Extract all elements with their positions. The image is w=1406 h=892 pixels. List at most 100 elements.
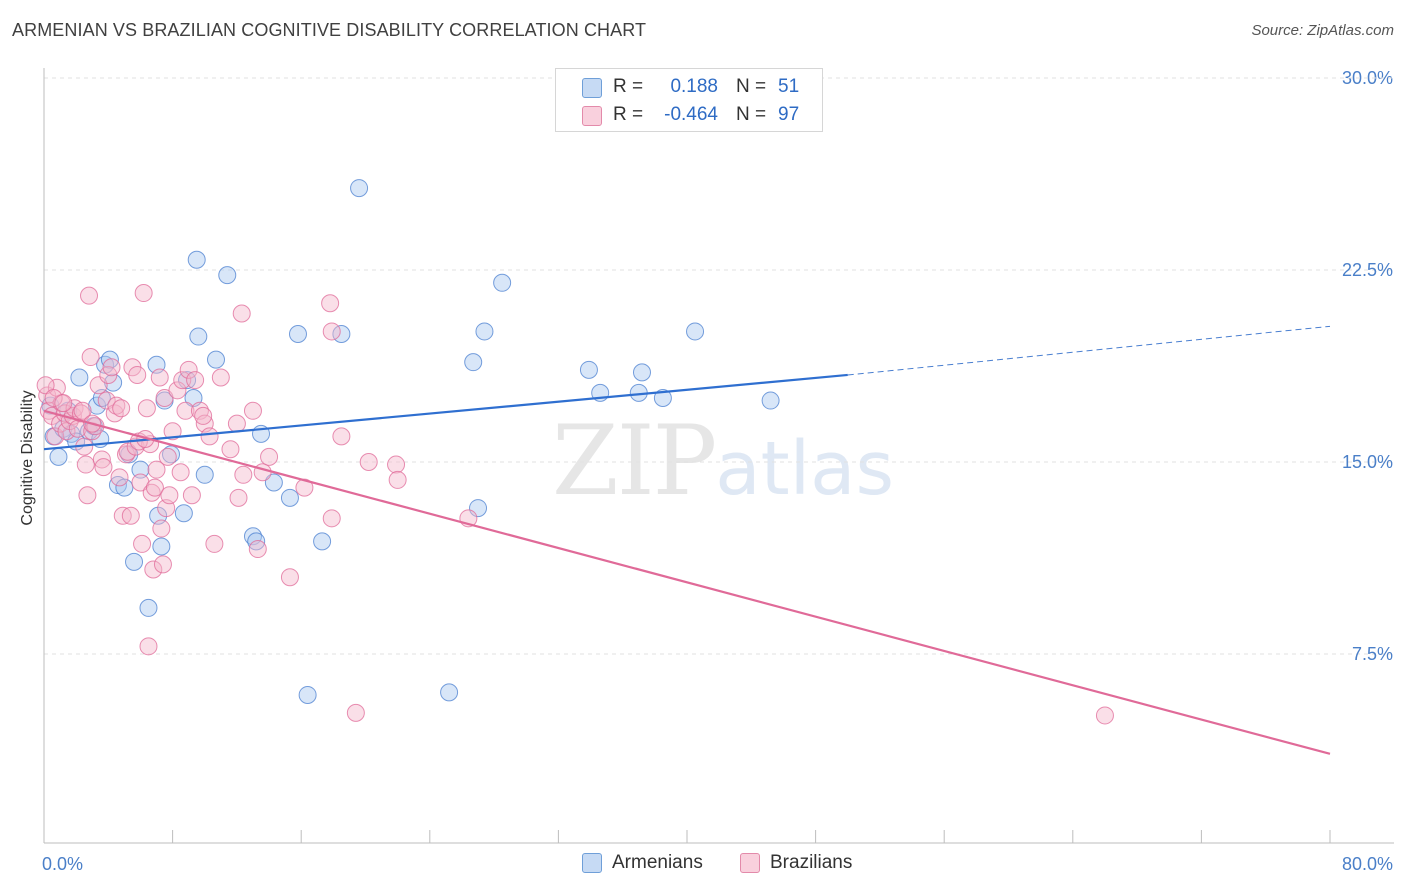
data-point-brazilians [145,478,164,497]
data-point-brazilians [295,478,314,497]
legend-r-label: R = [613,104,644,125]
data-point-armenians [350,179,369,198]
y-tick-label: 22.5% [1342,260,1393,280]
data-point-brazilians [176,401,195,420]
data-point-brazilians [73,401,92,420]
data-point-brazilians [173,371,192,390]
data-point-brazilians [160,486,179,505]
data-point-armenians [218,266,237,285]
data-point-brazilians [153,555,172,574]
data-point-brazilians [205,534,224,553]
data-point-brazilians [260,447,279,466]
legend-swatch-armenians [582,78,602,98]
data-point-armenians [653,389,672,407]
data-point-armenians [139,598,158,617]
data-point-brazilians [112,399,131,418]
data-point-brazilians [359,453,378,471]
data-point-brazilians [97,391,116,410]
data-point-armenians [264,473,283,492]
data-point-brazilians [171,463,190,482]
chart-title: ARMENIAN VS BRAZILIAN COGNITIVE DISABILI… [12,20,647,40]
data-point-armenians [464,353,483,372]
data-point-brazilians [200,427,219,446]
data-point-brazilians [144,560,163,579]
data-point-armenians [131,460,150,479]
data-point-brazilians [182,486,201,505]
bottom-legend-label-armenians: Armenians [612,852,703,873]
data-point-brazilians [102,358,121,377]
data-point-brazilians [150,368,169,387]
legend-r-label: R = [613,76,644,97]
data-point-brazilians [194,406,213,425]
data-point-brazilians [54,394,73,413]
legend-n-value: 51 [778,76,800,97]
data-point-armenians [440,683,459,702]
data-point-brazilians [158,447,177,466]
data-point-brazilians [92,450,111,469]
data-point-brazilians [1095,706,1114,725]
legend-n-label: N = [736,76,767,97]
data-point-brazilians [139,637,158,656]
data-point-brazilians [227,414,246,433]
data-point-armenians [686,322,705,341]
data-point-armenians [247,532,266,551]
trendline-armenians-extension [847,325,1331,376]
data-point-brazilians [44,389,63,407]
data-point-armenians [475,322,494,341]
data-point-brazilians [80,286,99,305]
data-point-brazilians [387,455,406,474]
data-point-armenians [579,360,598,379]
data-point-brazilians [346,703,365,722]
data-point-brazilians [76,455,95,474]
x-tick-label: 0.0% [42,854,83,874]
stats-legend: R = 0.188 N = 51 R = -0.464 N = 97 [555,68,823,132]
data-point-brazilians [128,365,147,384]
data-point-brazilians [147,460,166,479]
data-point-brazilians [221,440,240,459]
data-point-brazilians [133,534,152,553]
data-point-armenians [288,325,307,343]
data-point-brazilians [152,519,171,538]
data-point-brazilians [322,322,341,341]
data-point-brazilians [186,371,205,390]
data-point-armenians [280,488,299,507]
data-point-brazilians [126,437,145,456]
bottom-legend-swatch-armenians [582,853,602,873]
data-point-brazilians [168,381,187,400]
source-label: Source: ZipAtlas.com [1251,22,1394,39]
data-point-armenians [115,478,134,497]
trendline-brazilians [43,409,1331,755]
data-point-brazilians [163,422,182,441]
data-point-armenians [100,350,119,369]
data-point-armenians [313,532,332,551]
data-point-brazilians [388,470,407,489]
data-point-brazilians [78,486,97,505]
trendline-armenians [43,373,848,451]
data-point-armenians [298,685,317,704]
data-point-armenians [189,327,208,346]
data-point-brazilians [137,399,156,418]
data-point-brazilians [332,427,351,446]
data-point-brazilians [280,568,299,587]
data-point-armenians [493,273,512,292]
data-point-armenians [174,504,193,523]
data-point-brazilians [131,473,150,492]
data-point-armenians [207,350,226,369]
data-point-brazilians [321,294,340,313]
data-point-armenians [187,250,206,269]
data-point-armenians [125,552,144,571]
data-point-brazilians [234,465,253,484]
data-point-brazilians [232,304,251,323]
data-point-brazilians [81,348,100,367]
legend-swatch-brazilians [582,106,602,126]
watermark-atlas: atlas [715,426,895,512]
data-point-armenians [152,537,171,556]
data-point-brazilians [248,540,267,559]
data-point-brazilians [253,463,272,482]
data-point-brazilians [229,488,248,507]
data-point-armenians [70,368,89,387]
data-point-armenians [161,445,180,464]
data-point-brazilians [179,360,198,379]
x-tick-label: 80.0% [1342,854,1393,874]
